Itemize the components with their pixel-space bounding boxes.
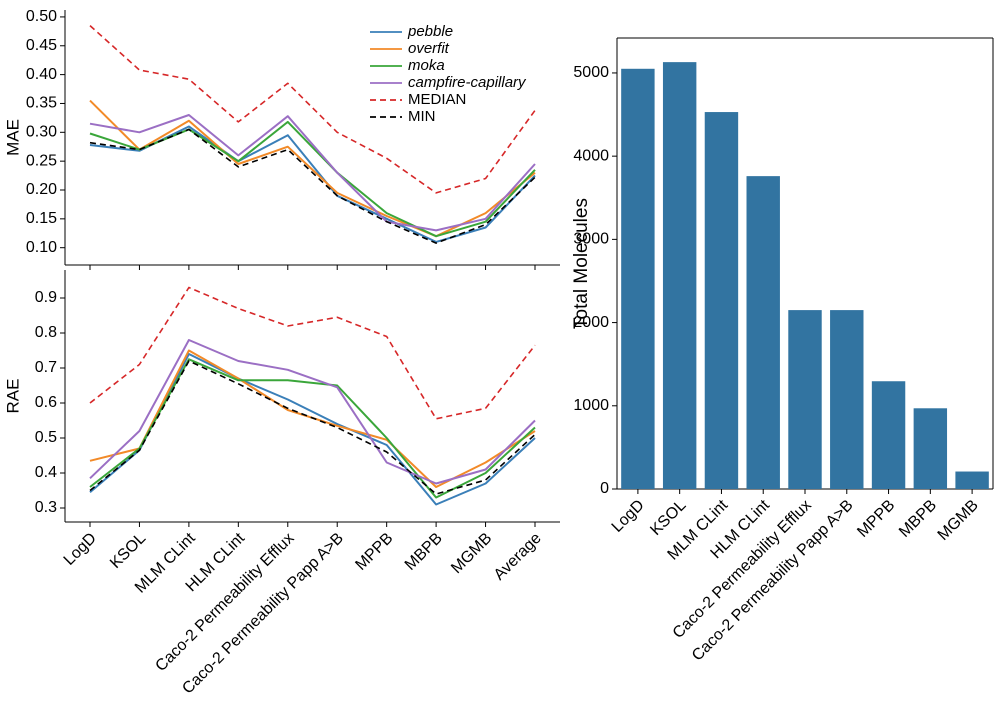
y-tick-label: 5000 (573, 64, 609, 81)
line (89, 99, 536, 238)
y-tick-label: 2000 (573, 314, 609, 331)
x-tick-label: MGMB (935, 497, 982, 544)
x-tick-label: LogD (61, 530, 100, 569)
line (89, 114, 536, 232)
bar (788, 310, 822, 489)
bar (704, 112, 739, 490)
legend-label: MEDIAN (408, 91, 466, 108)
bar (621, 68, 655, 489)
line (89, 339, 536, 485)
y-tick-label: 0.5 (35, 429, 57, 446)
y-tick-label: 0.50 (26, 8, 57, 25)
y-tick-label: 0.35 (26, 95, 57, 112)
y-tick-label: 0.40 (26, 66, 57, 83)
y-tick-label: 0.8 (35, 324, 57, 341)
x-tick-label: MGMB (448, 530, 495, 577)
y-tick-label: 0.45 (26, 37, 57, 54)
line (89, 25, 536, 194)
y-axis-label: MAE (3, 119, 22, 156)
bar (662, 62, 697, 490)
x-tick-label: MBPB (896, 497, 940, 541)
y-tick-label: 0.9 (35, 289, 57, 306)
bar (746, 176, 780, 489)
legend-label: moka (408, 57, 445, 74)
bar (871, 381, 906, 489)
y-tick-label: 0.7 (35, 359, 57, 376)
y-tick-label: 0.25 (26, 152, 57, 169)
line (89, 358, 536, 499)
y-tick-label: 0.6 (35, 394, 57, 411)
y-tick-label: 0.30 (26, 124, 57, 141)
x-tick-label: KSOL (107, 530, 149, 572)
line (89, 120, 536, 238)
x-tick-label: MBPB (402, 530, 446, 574)
legend-label: campfire-capillary (408, 74, 527, 91)
y-tick-label: 3000 (573, 231, 609, 248)
legend-label: MIN (408, 108, 436, 125)
y-tick-label: 0.20 (26, 181, 57, 198)
y-tick-label: 4000 (573, 147, 609, 164)
y-tick-label: 0.3 (35, 499, 57, 516)
legend-label: pebble (407, 23, 453, 40)
y-tick-label: 0 (600, 480, 609, 497)
bar (830, 310, 864, 489)
bar (955, 471, 989, 489)
y-tick-label: 0.10 (26, 239, 57, 256)
x-tick-label: LogD (609, 497, 648, 536)
x-tick-label: MPPB (854, 497, 898, 541)
line (89, 360, 536, 495)
line (89, 286, 536, 420)
y-tick-label: 0.4 (35, 464, 57, 481)
x-tick-label: Average (491, 530, 545, 584)
y-axis-label: RAE (3, 379, 22, 414)
x-tick-label: MPPB (352, 530, 396, 574)
legend-label: overfit (408, 40, 450, 57)
y-tick-label: 0.15 (26, 210, 57, 227)
y-tick-label: 1000 (573, 397, 609, 414)
bar (913, 408, 948, 489)
y-axis-label: Total Molecules (571, 198, 592, 329)
line (89, 128, 536, 244)
